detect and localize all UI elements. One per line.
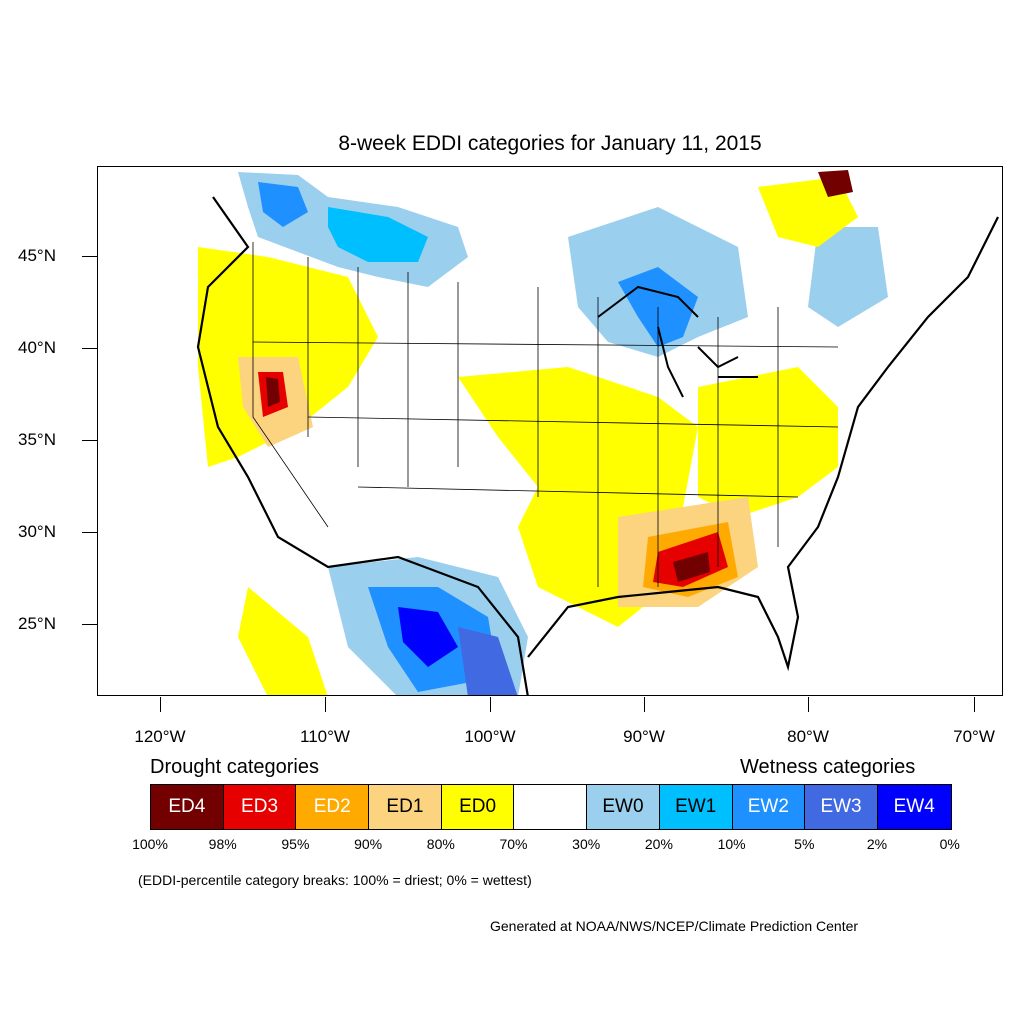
legend-break-label: 20% [644, 836, 673, 852]
legend-box-ed1: ED1 [369, 785, 442, 829]
lat-tick [82, 532, 97, 533]
lat-tick [82, 440, 97, 441]
dry-region-east [698, 367, 838, 517]
lat-tick [82, 348, 97, 349]
legend-break-label: 100% [132, 836, 168, 852]
lon-tick [974, 697, 975, 712]
legend-box-ed0: ED0 [441, 785, 515, 829]
state-boundaries [252, 242, 839, 587]
map-panel [97, 166, 1003, 696]
great-lakes-outline [597, 285, 758, 398]
lon-label-120: 120°W [134, 727, 186, 746]
wet-region-south-ew3 [458, 627, 518, 695]
legend-break-label: 80% [426, 836, 455, 852]
legend-break-label: 0% [939, 836, 960, 852]
lon-tick [490, 697, 491, 712]
lon-tick [325, 697, 326, 712]
legend-break-label: 90% [354, 836, 383, 852]
legend-box-ew0: EW0 [587, 785, 660, 829]
lon-label-110: 110°W [300, 727, 350, 746]
legend-box-ew3: EW3 [805, 785, 878, 829]
legend-box-ed2: ED2 [296, 785, 370, 829]
lon-tick [644, 697, 645, 712]
legend-box-ew4: EW4 [877, 785, 951, 829]
dry-region-baja [238, 587, 328, 695]
lon-label-100: 100°W [464, 727, 516, 746]
legend-box-normal [514, 785, 588, 829]
map-title: 8-week EDDI categories for January 11, 2… [338, 132, 762, 155]
legend-break-label: 10% [717, 836, 746, 852]
lon-label-80: 80°W [787, 727, 829, 746]
credit-line: Generated at NOAA/NWS/NCEP/Climate Predi… [490, 918, 859, 934]
legend-box-ew2: EW2 [732, 785, 806, 829]
category-note: (EDDI-percentile category breaks: 100% =… [138, 872, 532, 888]
lat-tick [82, 256, 97, 257]
coastline [196, 196, 999, 695]
lon-tick [160, 697, 161, 712]
legend-box-ed4: ED4 [151, 785, 224, 829]
drought-heading: Drought categories [150, 756, 319, 778]
dry-region-nevada-ed4 [266, 377, 280, 407]
wetness-heading: Wetness categories [740, 756, 916, 778]
lon-tick [808, 697, 809, 712]
legend-break-label: 5% [794, 836, 815, 852]
dry-region-southeast-ed4 [673, 552, 710, 582]
legend-box-ed3: ED3 [223, 785, 297, 829]
lat-label-35: 35°N [18, 430, 56, 449]
legend-break-label: 98% [208, 836, 237, 852]
wet-region-northeast [808, 227, 888, 327]
lat-tick [82, 624, 97, 625]
wet-region-northwest-core [328, 207, 428, 262]
legend-break-label: 30% [572, 836, 601, 852]
legend-bar: ED4 ED3 ED2 ED1 ED0 EW0 EW1 EW2 EW3 EW4 [150, 784, 952, 830]
lon-label-90: 90°W [623, 727, 665, 746]
lat-label-45: 45°N [18, 246, 56, 265]
legend-box-ew1: EW1 [659, 785, 733, 829]
lat-label-25: 25°N [18, 614, 56, 633]
lon-label-70: 70°W [953, 727, 995, 746]
legend-break-label: 95% [281, 836, 310, 852]
wet-region-northwest-deep [258, 182, 308, 227]
wet-region-south-deep [398, 607, 458, 667]
dry-region-northeast-ed4 [818, 170, 853, 197]
eddi-map [196, 170, 999, 695]
lat-label-40: 40°N [18, 338, 56, 357]
legend-break-label: 70% [499, 836, 528, 852]
legend-break-label: 2% [866, 836, 888, 852]
lat-label-30: 30°N [18, 522, 56, 541]
